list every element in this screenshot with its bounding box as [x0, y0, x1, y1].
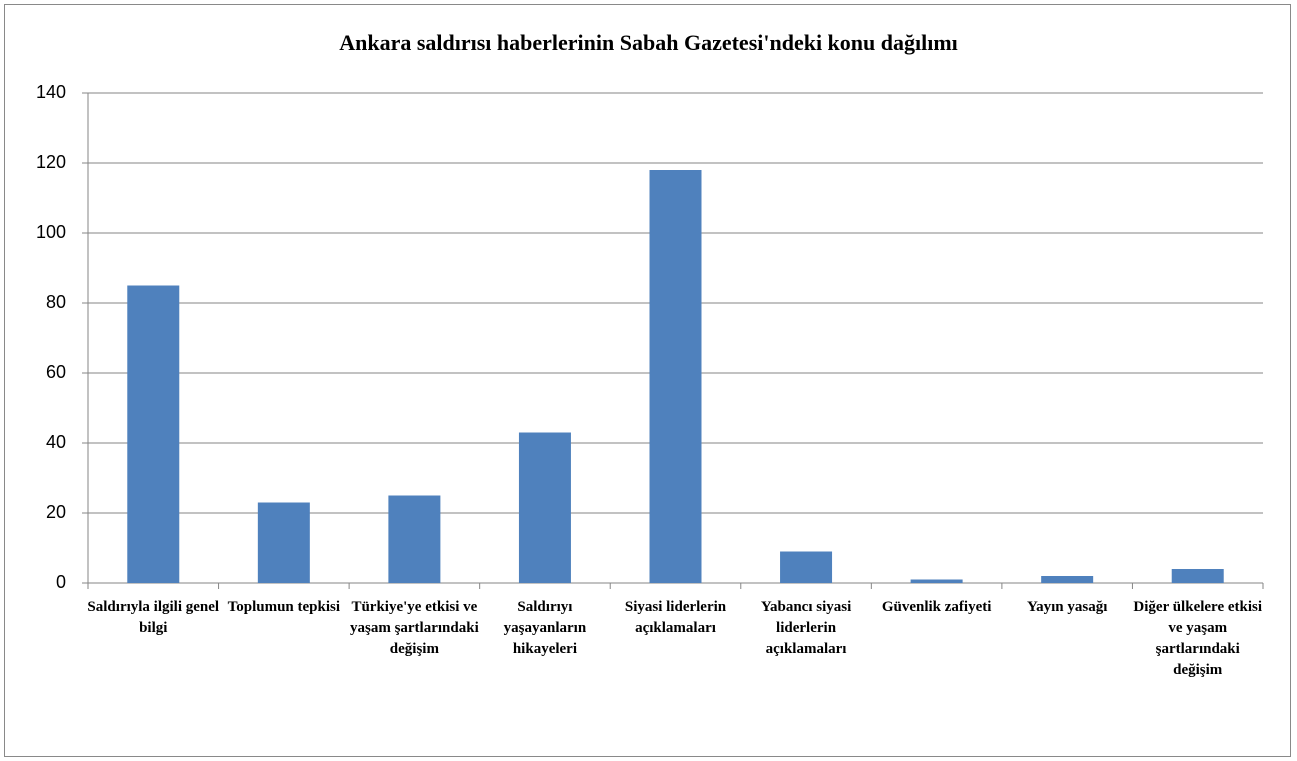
- chart-title: Ankara saldırısı haberlerinin Sabah Gaze…: [339, 30, 958, 55]
- y-tick-label: 120: [36, 152, 66, 172]
- y-tick-label: 80: [46, 292, 66, 312]
- bar: [257, 502, 310, 583]
- y-tick-label: 20: [46, 502, 66, 522]
- bar: [1041, 576, 1094, 583]
- bar: [910, 579, 963, 583]
- x-tick-label: Yabancı siyasi liderlerin açıklamaları: [760, 599, 852, 657]
- bar: [780, 551, 833, 583]
- y-tick-label: 0: [56, 572, 66, 592]
- x-tick-label: Saldırıyı yaşayanların hikayeleri: [503, 599, 587, 657]
- x-tick-label: Yayın yasağı: [1026, 599, 1108, 615]
- y-tick-label: 140: [36, 82, 66, 102]
- bar: [649, 170, 702, 583]
- bar: [127, 285, 180, 583]
- bar: [518, 432, 571, 583]
- bar: [388, 495, 441, 583]
- y-tick-label: 40: [46, 432, 66, 452]
- x-tick-label: Diğer ülkelere etkisi ve yaşam şartların…: [1133, 599, 1263, 678]
- x-tick-label: Toplumun tepkisi: [227, 599, 341, 615]
- x-tick-label: Saldırıyla ilgili genel bilgi: [87, 599, 220, 636]
- x-tick-label: Güvenlik zafiyeti: [881, 599, 992, 615]
- y-tick-label: 60: [46, 362, 66, 382]
- x-tick-label: Siyasi liderlerin açıklamaları: [624, 599, 727, 636]
- bar: [1171, 569, 1224, 583]
- chart-border: [4, 4, 1291, 757]
- x-tick-label: Türkiye'ye etkisi ve yaşam şartlarındaki…: [349, 599, 479, 657]
- y-tick-label: 100: [36, 222, 66, 242]
